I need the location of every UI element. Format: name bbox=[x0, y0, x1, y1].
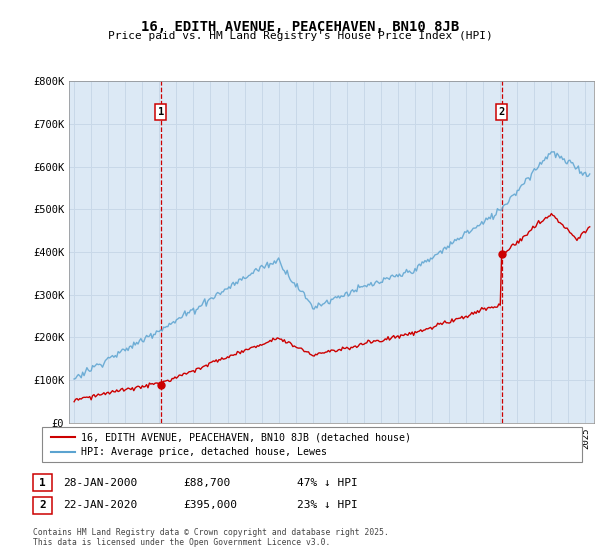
Text: 1: 1 bbox=[39, 478, 46, 488]
Text: 1: 1 bbox=[158, 107, 164, 117]
Text: 23% ↓ HPI: 23% ↓ HPI bbox=[297, 500, 358, 510]
Text: Contains HM Land Registry data © Crown copyright and database right 2025.
This d: Contains HM Land Registry data © Crown c… bbox=[33, 528, 389, 547]
Text: 16, EDITH AVENUE, PEACEHAVEN, BN10 8JB (detached house): 16, EDITH AVENUE, PEACEHAVEN, BN10 8JB (… bbox=[81, 432, 411, 442]
Text: 2: 2 bbox=[499, 107, 505, 117]
Text: 2: 2 bbox=[39, 500, 46, 510]
Text: £395,000: £395,000 bbox=[183, 500, 237, 510]
Text: 16, EDITH AVENUE, PEACEHAVEN, BN10 8JB: 16, EDITH AVENUE, PEACEHAVEN, BN10 8JB bbox=[141, 20, 459, 34]
Text: £88,700: £88,700 bbox=[183, 478, 230, 488]
Text: 47% ↓ HPI: 47% ↓ HPI bbox=[297, 478, 358, 488]
Text: Price paid vs. HM Land Registry's House Price Index (HPI): Price paid vs. HM Land Registry's House … bbox=[107, 31, 493, 41]
Text: 22-JAN-2020: 22-JAN-2020 bbox=[63, 500, 137, 510]
Text: HPI: Average price, detached house, Lewes: HPI: Average price, detached house, Lewe… bbox=[81, 446, 327, 456]
Text: 28-JAN-2000: 28-JAN-2000 bbox=[63, 478, 137, 488]
